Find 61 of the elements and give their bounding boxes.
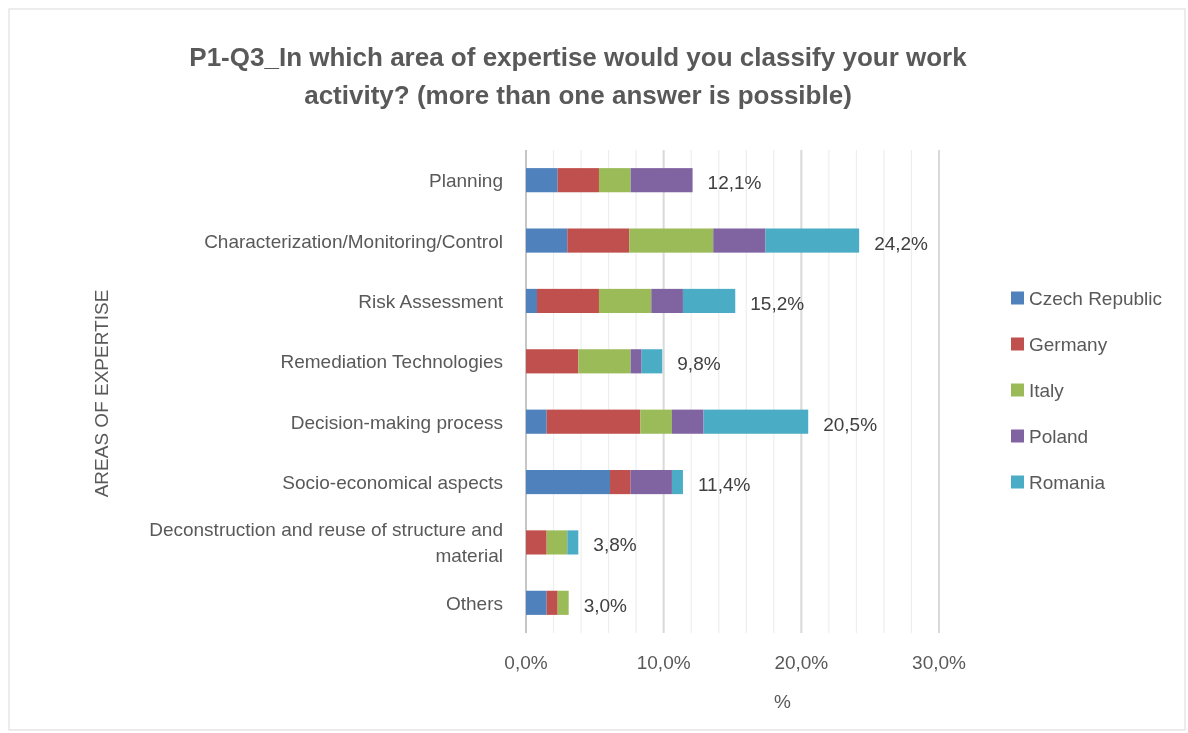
y-tick-label: Decision-making process — [290, 411, 503, 433]
bar — [671, 409, 704, 434]
bar — [537, 288, 599, 314]
y-tick-label: Characterization/Monitoring/Control — [204, 230, 503, 252]
x-tick-label: 30,0% — [912, 652, 967, 673]
bar — [526, 469, 610, 495]
y-tick-label: Socio-economical aspects — [282, 472, 503, 494]
bar — [546, 530, 568, 555]
legend-label: Germany — [1029, 333, 1108, 355]
bar — [526, 168, 558, 193]
bar — [671, 469, 683, 495]
y-tick-label: Others — [445, 592, 503, 614]
legend-label: Italy — [1029, 379, 1065, 401]
x-tick-label: 10,0% — [636, 652, 691, 673]
total-label: 15,2% — [750, 292, 805, 314]
bar — [557, 168, 599, 193]
x-tick-label: 0,0% — [504, 652, 548, 673]
y-tick-label: Risk Assessment — [358, 290, 504, 312]
bar — [557, 590, 569, 615]
total-label: 3,0% — [583, 594, 628, 616]
legend-label: Czech Republic — [1029, 287, 1163, 309]
bar — [609, 469, 631, 495]
bar — [598, 168, 631, 193]
bar — [630, 469, 672, 495]
chart-title: P1-Q3_In which area of expertise would you classify your work activity? (more than one answer is possible) — [189, 42, 968, 110]
bar — [630, 349, 642, 374]
bar — [546, 590, 558, 615]
y-axis-title: AREAS OF EXPERTISE — [91, 289, 112, 498]
total-label: 20,5% — [823, 413, 878, 435]
bar — [567, 530, 579, 555]
bar — [640, 409, 672, 434]
bar — [526, 349, 579, 374]
bar — [526, 288, 538, 314]
x-tick-label: 20,0% — [774, 652, 829, 673]
legend-label: Poland — [1029, 425, 1089, 447]
bar — [567, 228, 630, 253]
bar — [546, 409, 641, 434]
total-label: 9,8% — [677, 353, 721, 375]
y-tick-label: Deconstruction and reuse of structure and material — [149, 519, 503, 567]
bar — [651, 288, 683, 314]
bar — [641, 349, 663, 374]
bar — [682, 288, 736, 314]
bar — [526, 228, 568, 253]
bar — [578, 349, 631, 374]
bar — [765, 228, 860, 253]
bar — [629, 228, 714, 253]
bar — [598, 288, 652, 314]
x-axis-title: % — [774, 691, 792, 712]
legend-label: Romania — [1029, 471, 1106, 493]
y-tick-label: Planning — [429, 170, 503, 192]
bar — [526, 590, 547, 615]
total-label: 24,2% — [874, 232, 929, 254]
total-label: 3,8% — [593, 534, 637, 556]
total-label: 11,4% — [697, 474, 751, 496]
bar — [713, 228, 766, 253]
bar — [630, 168, 693, 193]
total-label: 12,1% — [707, 172, 762, 194]
bar — [526, 530, 547, 555]
bar — [526, 409, 547, 434]
bar — [703, 409, 809, 434]
y-tick-label: Remediation Technologies — [280, 351, 503, 373]
